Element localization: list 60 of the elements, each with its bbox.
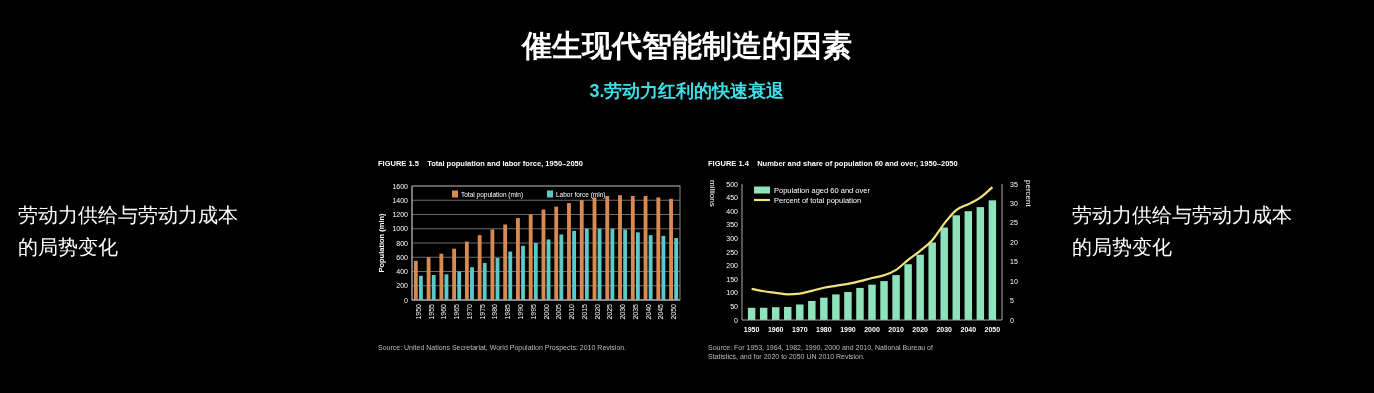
bar (439, 253, 444, 300)
bar (482, 262, 487, 300)
bar (952, 215, 960, 320)
bar (808, 300, 816, 320)
bar (554, 206, 559, 300)
bar (477, 235, 482, 300)
text: 3.劳动力红利的快速衰退 (589, 81, 785, 101)
line-series (750, 186, 994, 296)
bar (940, 227, 948, 320)
bar (457, 271, 462, 300)
bar (868, 284, 876, 320)
bar (832, 294, 840, 320)
text: 劳动力供给与劳动力成本的局势变化 (18, 204, 238, 258)
bar (988, 200, 997, 320)
bar (820, 297, 828, 320)
bar (892, 275, 900, 320)
bar (618, 195, 622, 300)
bar (904, 264, 912, 320)
bar (964, 211, 973, 320)
bar (508, 251, 513, 300)
bar (656, 197, 661, 300)
bar (452, 248, 457, 300)
bar (796, 304, 804, 320)
bar (516, 218, 520, 300)
bar (623, 229, 628, 300)
bar (669, 198, 673, 300)
bar (856, 287, 864, 320)
bar (490, 229, 495, 300)
y2-axis-title: percent (1024, 180, 1033, 208)
bar (597, 228, 602, 300)
bar (916, 254, 924, 320)
bar (605, 195, 610, 300)
bar (630, 195, 635, 300)
bar (528, 214, 533, 300)
bar (470, 267, 474, 300)
bar (426, 257, 431, 300)
bar (648, 235, 653, 300)
text: 催生现代智能制造的因素 (521, 29, 852, 62)
bar (533, 243, 538, 300)
bar (579, 200, 584, 300)
bar (635, 232, 640, 300)
bar (584, 228, 589, 300)
bar (521, 245, 525, 300)
bar (419, 275, 423, 300)
bar (661, 235, 666, 300)
bar (567, 203, 571, 300)
bar (431, 275, 436, 300)
bar (413, 260, 418, 300)
bar (674, 238, 679, 300)
text: 劳动力供给与劳动力成本的局势变化 (1072, 204, 1292, 258)
bar (880, 281, 888, 320)
y-axis-title: millions (708, 180, 717, 207)
bar (928, 242, 936, 320)
bar (976, 207, 985, 320)
bar (559, 234, 564, 300)
bar (572, 230, 576, 300)
bar (503, 224, 508, 300)
bar (844, 291, 852, 320)
bar (610, 228, 615, 300)
bar (464, 241, 469, 300)
